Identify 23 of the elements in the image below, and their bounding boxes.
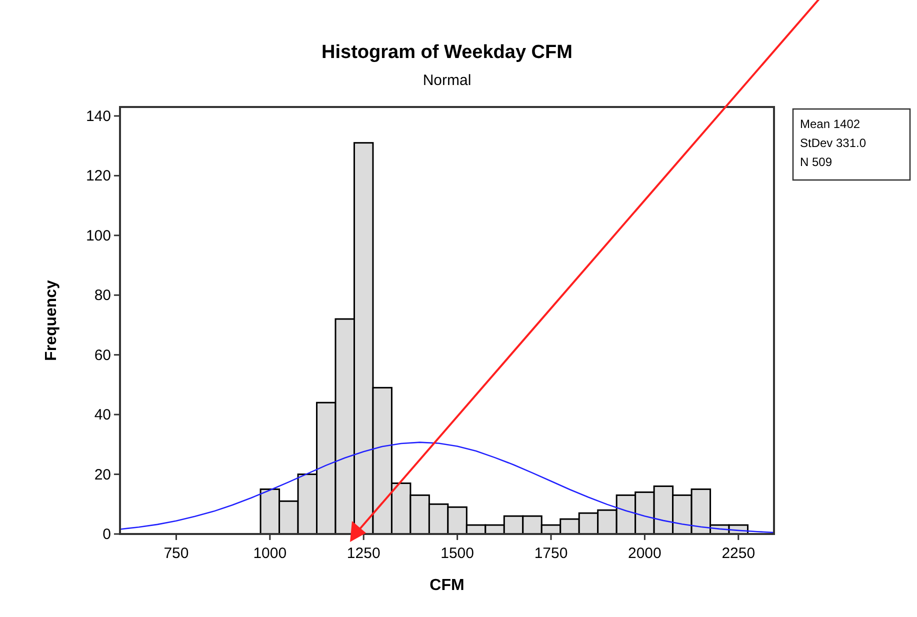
text: StDev 331.0 [800,136,866,150]
y-tick-label: 40 [94,406,111,424]
x-tick-label: 2000 [628,545,662,562]
text: Mean 1402 [800,117,860,131]
y-tick-label: 0 [102,526,111,543]
x-tick-label: 1750 [534,545,568,562]
chart-subtitle: Normal [422,72,472,89]
y-tick-label: 20 [94,466,111,484]
x-tick-label: 750 [164,545,189,562]
x-tick-label: 1000 [253,545,287,562]
x-tick-label: 2250 [722,545,756,562]
x-tick-label: 1500 [440,545,474,562]
x-axis-title: CFM [430,577,464,594]
y-axis-title: Frequency [43,280,60,361]
y-tick-label: 120 [86,168,111,185]
y-tick-label: 140 [86,108,111,125]
text: N 509 [800,155,832,169]
y-tick-label: 80 [94,287,111,304]
chart-title: Histogram of Weekday CFM [322,42,572,63]
y-tick-label: 100 [86,227,111,244]
line-series [119,442,775,534]
y-tick-label: 60 [94,346,111,364]
x-tick-label: 1250 [346,545,380,562]
